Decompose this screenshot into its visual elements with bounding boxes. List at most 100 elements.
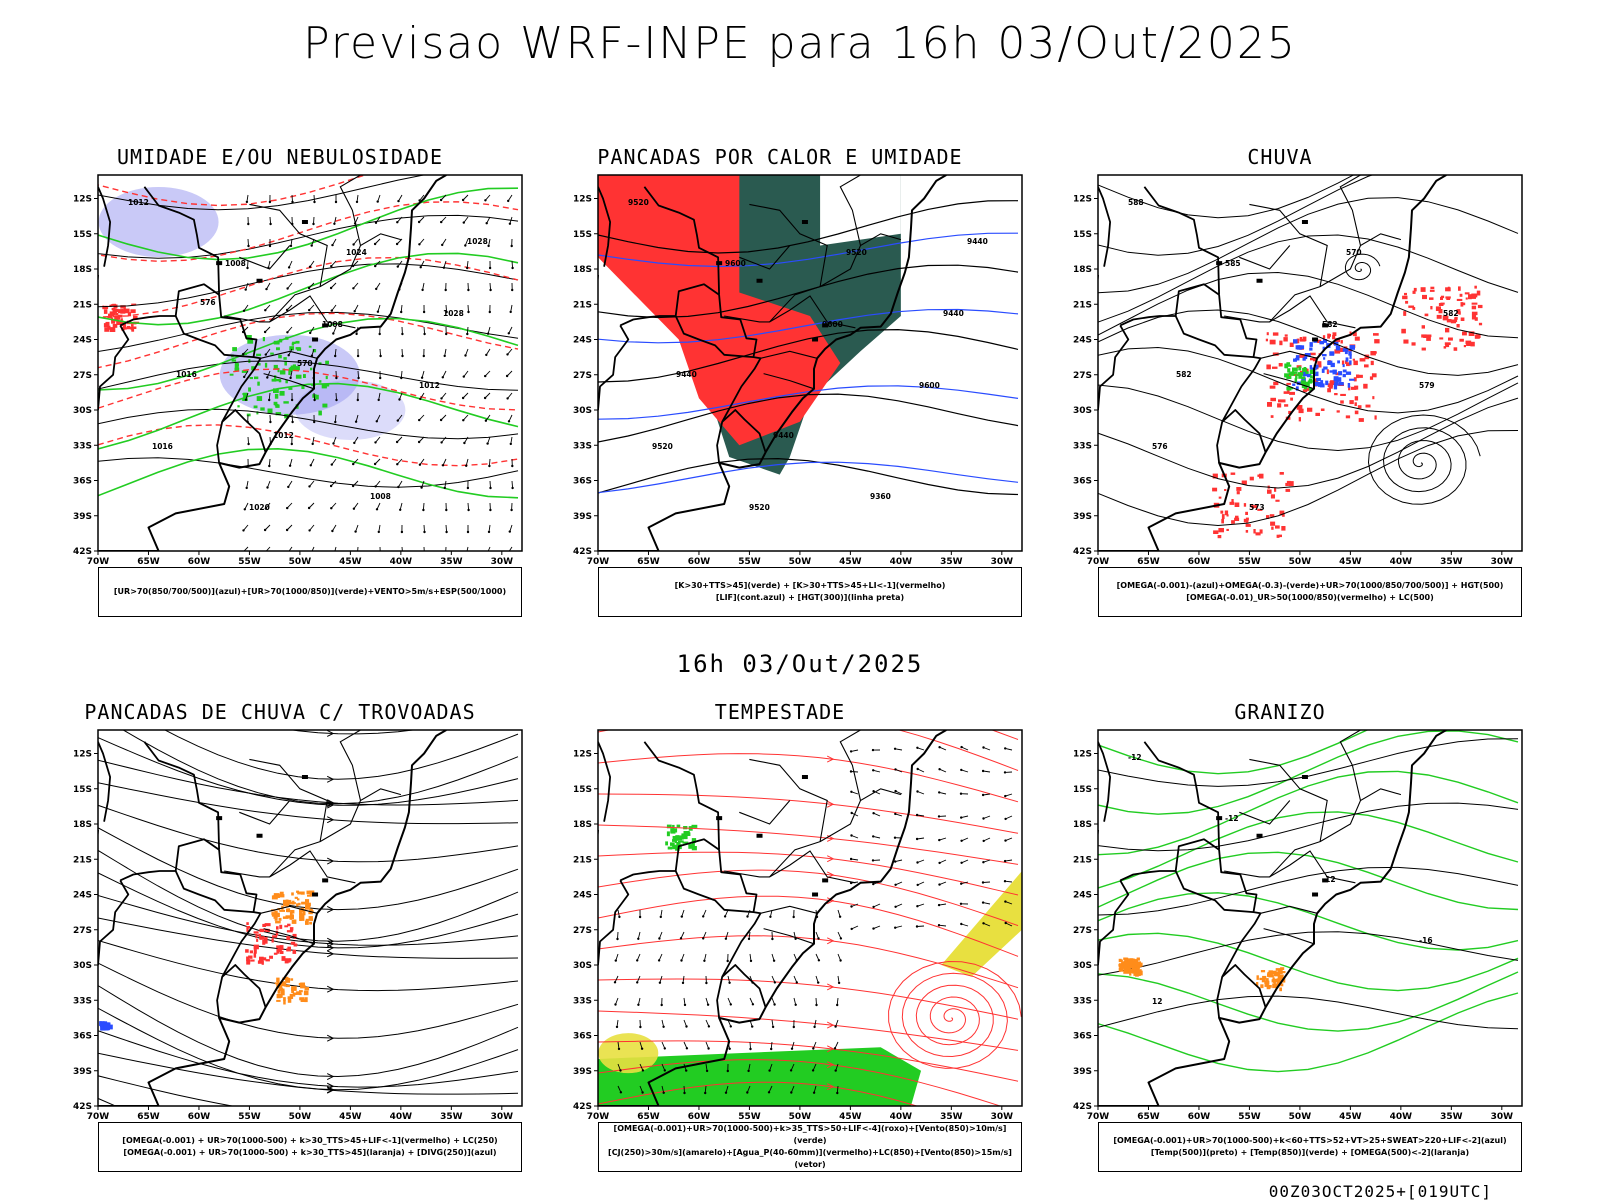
omega500-laranja-spot bbox=[1129, 972, 1131, 976]
omega-vermelho-spot bbox=[1355, 396, 1358, 400]
wind-vector bbox=[334, 355, 336, 357]
lat-tick-label: 39S bbox=[573, 1067, 592, 1077]
wind850-vector bbox=[839, 959, 841, 961]
wind-vector bbox=[247, 245, 249, 247]
laranja-spot bbox=[286, 909, 288, 913]
wind850-vector bbox=[774, 981, 776, 983]
wind850-vector bbox=[916, 747, 918, 749]
vermelho-spot bbox=[285, 961, 289, 964]
lon-tick-label: 50W bbox=[789, 557, 812, 567]
humidity-verde-spot bbox=[292, 343, 294, 346]
map-svg: 9520960096009600952095209520944094409440… bbox=[560, 145, 1026, 573]
lat-tick-label: 42S bbox=[1073, 547, 1092, 557]
wind-vector bbox=[377, 200, 379, 202]
wind-vector bbox=[440, 221, 442, 223]
map-background bbox=[1098, 730, 1522, 1106]
wind-vector bbox=[243, 376, 245, 378]
wind850-vector bbox=[683, 1092, 685, 1094]
wind-vector bbox=[420, 266, 422, 268]
wind-vector bbox=[442, 464, 444, 466]
lon-tick-label: 50W bbox=[1289, 1112, 1312, 1122]
wind-vector bbox=[485, 420, 487, 422]
omega500-laranja-spot bbox=[1259, 978, 1264, 980]
omega-vermelho-spot bbox=[1284, 404, 1288, 407]
omega-vermelho-spot bbox=[1430, 306, 1432, 309]
omega-vermelho-spot bbox=[1328, 383, 1333, 387]
wind850-vector bbox=[894, 884, 896, 886]
laranja-spot bbox=[296, 903, 298, 906]
jet250-amarelo-area bbox=[598, 1033, 658, 1073]
lat-tick-label: 39S bbox=[73, 1067, 92, 1077]
wind-vector bbox=[269, 421, 271, 423]
omega-vermelho-spot bbox=[1459, 339, 1464, 342]
humidity-verde-spot bbox=[280, 370, 286, 374]
wind850-vector bbox=[642, 1069, 644, 1071]
wind850-vector bbox=[796, 981, 798, 983]
wind850-vector bbox=[916, 790, 918, 792]
lat-tick-label: 12S bbox=[1073, 195, 1092, 205]
omega-vermelho-spot bbox=[1437, 315, 1442, 319]
omega-vermelho-spot bbox=[1244, 503, 1246, 507]
omega-vermelho-spot bbox=[1280, 399, 1286, 402]
lat-tick-label: 12S bbox=[73, 195, 92, 205]
wind-vector bbox=[379, 553, 381, 555]
lake-marker bbox=[302, 775, 308, 779]
humidity-verde-spot bbox=[278, 355, 282, 359]
map-frame: -12-12-12-161212S15S18S21S24S27S30S33S36… bbox=[1060, 700, 1522, 1122]
wind-vector bbox=[444, 487, 446, 489]
omega-vermelho-spot bbox=[1279, 363, 1283, 367]
vermelho-spot bbox=[290, 927, 294, 931]
legend-line: [Temp(500)](preto) + [Temp(850)](verde) … bbox=[1099, 1147, 1521, 1159]
omega-vermelho-spot bbox=[1321, 409, 1325, 412]
wind-vector bbox=[269, 223, 271, 225]
wind-vector bbox=[376, 508, 378, 510]
omega-vermelho-spot bbox=[1315, 413, 1320, 416]
lat-tick-label: 27S bbox=[1073, 926, 1092, 936]
wind-vector bbox=[353, 508, 355, 510]
wind850-vector bbox=[851, 928, 853, 930]
wind-vector bbox=[331, 530, 333, 532]
omega-azul-spot bbox=[1336, 377, 1341, 382]
omega-vermelho-spot bbox=[1346, 415, 1350, 418]
vermelho-spot bbox=[245, 949, 249, 953]
wind-vector bbox=[489, 311, 491, 313]
wind850-vector bbox=[1004, 839, 1006, 841]
lon-tick-label: 60W bbox=[188, 557, 211, 567]
omega500-laranja-spot bbox=[1276, 968, 1281, 971]
wind850-vector bbox=[680, 937, 682, 939]
omega-azul-spot bbox=[1292, 384, 1295, 386]
wind-vector bbox=[489, 267, 491, 269]
omega-verde-spot bbox=[1298, 375, 1302, 379]
wind-vector bbox=[445, 531, 447, 533]
wind850-vector bbox=[982, 922, 984, 924]
wind850-vector bbox=[960, 923, 962, 925]
wind-vector bbox=[486, 552, 488, 554]
wind-vector bbox=[423, 553, 425, 555]
omega-vermelho-spot bbox=[1280, 472, 1284, 475]
humidity-verde-spot bbox=[254, 406, 258, 409]
wind-vector bbox=[440, 419, 442, 421]
streamline-arrow bbox=[327, 1116, 333, 1122]
wind850-vector bbox=[938, 904, 940, 906]
contour-label: 1008 bbox=[225, 259, 246, 268]
wind-vector bbox=[310, 552, 312, 554]
wind-vector bbox=[357, 355, 359, 357]
omega-vermelho-spot bbox=[1472, 303, 1478, 305]
panel-legend: [OMEGA(-0.001)+UR>70(1000-500)+k<60+TTS>… bbox=[1098, 1122, 1522, 1172]
lon-tick-label: 45W bbox=[339, 557, 362, 567]
wind850-vector bbox=[850, 770, 852, 772]
wind-vector bbox=[442, 376, 444, 378]
omega-vermelho-spot bbox=[1307, 408, 1312, 412]
wind850-vector bbox=[982, 901, 984, 903]
lat-tick-label: 18S bbox=[573, 820, 592, 830]
humidity-verde-spot bbox=[288, 388, 292, 390]
wind-vector bbox=[396, 243, 398, 245]
wind-vector bbox=[376, 420, 378, 422]
omega-vermelho-spot bbox=[1337, 410, 1340, 412]
wind850-vector bbox=[938, 862, 940, 864]
wind850-vector bbox=[960, 862, 962, 864]
humidity-verde-spot bbox=[283, 357, 286, 360]
omega-vermelho-spot bbox=[1412, 342, 1416, 345]
wind-vector bbox=[397, 486, 399, 488]
